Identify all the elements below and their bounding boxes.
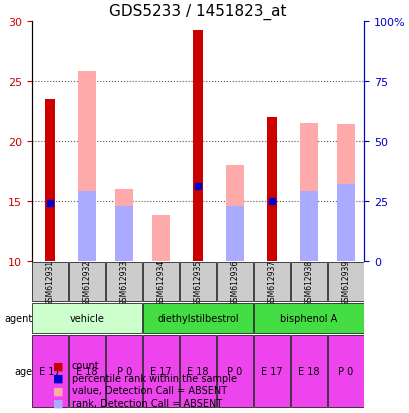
FancyBboxPatch shape	[106, 262, 142, 301]
Text: E 18: E 18	[76, 366, 98, 376]
Text: vehicle: vehicle	[70, 313, 104, 323]
Bar	[336, 125, 354, 261]
Text: count: count	[72, 361, 99, 370]
FancyBboxPatch shape	[328, 335, 363, 407]
FancyBboxPatch shape	[254, 303, 363, 333]
Text: GSM612934: GSM612934	[156, 259, 165, 305]
Text: ■: ■	[53, 398, 64, 408]
Text: E 17: E 17	[39, 366, 61, 376]
Text: E 17: E 17	[261, 366, 282, 376]
Text: GSM612931: GSM612931	[45, 259, 54, 305]
Bar	[299, 192, 317, 261]
FancyBboxPatch shape	[32, 303, 142, 333]
Bar	[45, 100, 55, 261]
FancyBboxPatch shape	[290, 262, 326, 301]
Text: GSM612937: GSM612937	[267, 259, 276, 305]
FancyBboxPatch shape	[180, 262, 215, 301]
FancyBboxPatch shape	[143, 303, 252, 333]
FancyBboxPatch shape	[143, 262, 178, 301]
FancyBboxPatch shape	[254, 335, 289, 407]
Bar	[78, 192, 96, 261]
FancyBboxPatch shape	[254, 262, 289, 301]
Text: P 0: P 0	[337, 366, 353, 376]
Text: ■: ■	[53, 385, 64, 395]
Bar	[226, 166, 243, 261]
FancyBboxPatch shape	[32, 262, 68, 301]
Text: GSM612938: GSM612938	[304, 259, 313, 305]
Text: E 17: E 17	[150, 366, 171, 376]
Bar	[115, 190, 133, 261]
Text: age: age	[14, 366, 32, 376]
FancyBboxPatch shape	[32, 335, 68, 407]
Text: E 18: E 18	[187, 366, 208, 376]
FancyBboxPatch shape	[69, 335, 105, 407]
Bar	[78, 72, 96, 261]
Text: agent: agent	[4, 313, 32, 323]
Title: GDS5233 / 1451823_at: GDS5233 / 1451823_at	[109, 4, 286, 20]
Text: GSM612939: GSM612939	[341, 259, 350, 305]
Text: GSM612936: GSM612936	[230, 259, 239, 305]
Text: P 0: P 0	[116, 366, 131, 376]
Text: GSM612932: GSM612932	[83, 259, 92, 305]
Text: percentile rank within the sample: percentile rank within the sample	[72, 373, 236, 383]
FancyBboxPatch shape	[69, 262, 105, 301]
Text: GSM612933: GSM612933	[119, 259, 128, 305]
Text: bisphenol A: bisphenol A	[280, 313, 337, 323]
Bar	[266, 118, 276, 261]
Text: GSM612935: GSM612935	[193, 259, 202, 305]
FancyBboxPatch shape	[290, 335, 326, 407]
FancyBboxPatch shape	[143, 335, 178, 407]
Bar	[299, 123, 317, 261]
Text: ■: ■	[53, 361, 64, 370]
FancyBboxPatch shape	[180, 335, 215, 407]
Text: rank, Detection Call = ABSENT: rank, Detection Call = ABSENT	[72, 398, 221, 408]
Bar	[193, 31, 203, 261]
FancyBboxPatch shape	[217, 262, 252, 301]
FancyBboxPatch shape	[106, 335, 142, 407]
Text: ■: ■	[53, 373, 64, 383]
Bar	[115, 206, 133, 261]
Bar	[226, 206, 243, 261]
FancyBboxPatch shape	[328, 262, 363, 301]
Text: P 0: P 0	[227, 366, 242, 376]
FancyBboxPatch shape	[217, 335, 252, 407]
Bar	[336, 185, 354, 261]
Text: value, Detection Call = ABSENT: value, Detection Call = ABSENT	[72, 385, 226, 395]
Bar	[152, 216, 170, 261]
Text: E 18: E 18	[297, 366, 319, 376]
Text: diethylstilbestrol: diethylstilbestrol	[157, 313, 238, 323]
